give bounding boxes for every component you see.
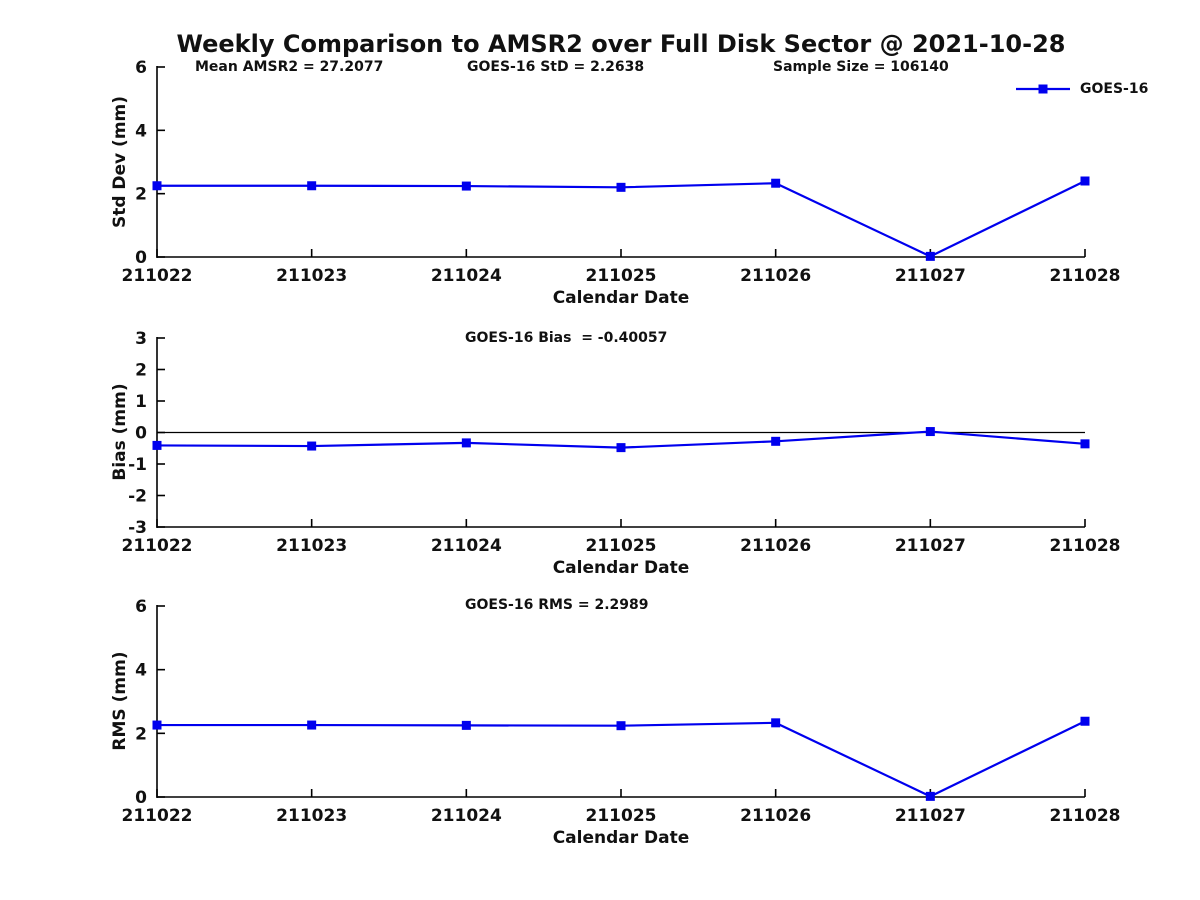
data-point-marker	[307, 441, 317, 451]
data-point-marker	[616, 443, 626, 453]
annotation-sample-size: Sample Size = 106140	[773, 59, 949, 75]
data-point-marker	[461, 720, 471, 730]
xlabel-panel3: Calendar Date	[552, 828, 690, 848]
y-tick-label: 6	[135, 58, 147, 78]
data-point-marker	[1080, 439, 1090, 449]
data-point-marker	[307, 181, 317, 191]
x-tick-label: 211023	[276, 536, 347, 556]
x-tick-label: 211026	[740, 266, 811, 286]
x-tick-label: 211024	[431, 266, 502, 286]
ylabel-std-dev: Std Dev (mm)	[110, 95, 130, 229]
y-tick-label: 3	[135, 329, 147, 349]
ylabel-rms: RMS (mm)	[110, 651, 130, 751]
data-point-marker	[461, 438, 471, 448]
data-point-marker	[307, 720, 317, 730]
data-point-marker	[771, 436, 781, 446]
y-tick-label: -3	[128, 518, 147, 538]
legend: GOES-16	[1014, 80, 1148, 98]
xlabel-panel2: Calendar Date	[552, 558, 690, 578]
data-point-marker	[1080, 176, 1090, 186]
ylabel-bias: Bias (mm)	[110, 383, 130, 481]
x-tick-label: 211024	[431, 536, 502, 556]
x-tick-label: 211023	[276, 806, 347, 826]
y-tick-label: 0	[135, 424, 147, 444]
x-tick-label: 211024	[431, 806, 502, 826]
x-tick-label: 211025	[586, 536, 657, 556]
data-point-marker	[616, 182, 626, 192]
annotation-goes16-std: GOES-16 StD = 2.2638	[467, 59, 645, 75]
y-tick-label: 2	[135, 724, 147, 744]
x-tick-label: 211027	[895, 536, 966, 556]
x-tick-label: 211028	[1050, 266, 1121, 286]
annotation-mean-amsr2: Mean AMSR2 = 27.2077	[195, 59, 384, 75]
x-tick-label: 211025	[586, 266, 657, 286]
y-tick-label: 0	[135, 248, 147, 268]
x-tick-label: 211028	[1050, 806, 1121, 826]
annotation-goes16-rms: GOES-16 RMS = 2.2989	[465, 597, 649, 613]
y-tick-label: 6	[135, 597, 147, 617]
data-point-marker	[771, 718, 781, 728]
data-point-marker	[152, 720, 162, 730]
legend-swatch	[1016, 84, 1070, 94]
y-tick-label: 2	[135, 185, 147, 205]
x-tick-label: 211023	[276, 266, 347, 286]
x-tick-label: 211028	[1050, 536, 1121, 556]
data-point-marker	[925, 427, 935, 437]
data-point-marker	[616, 721, 626, 731]
data-point-marker	[925, 251, 935, 261]
x-tick-label: 211022	[122, 536, 193, 556]
chart-title: Weekly Comparison to AMSR2 over Full Dis…	[176, 30, 1066, 58]
data-line	[157, 720, 1086, 798]
x-tick-label: 211022	[122, 806, 193, 826]
x-tick-label: 211026	[740, 536, 811, 556]
data-point-marker	[1080, 716, 1090, 726]
xlabel-panel1: Calendar Date	[552, 288, 690, 308]
annotation-goes16-bias: GOES-16 Bias = -0.40057	[465, 330, 668, 346]
y-tick-label: 1	[135, 392, 147, 412]
data-point-marker	[152, 181, 162, 191]
legend-label: GOES-16	[1080, 81, 1149, 97]
x-tick-label: 211027	[895, 266, 966, 286]
y-tick-label: -2	[128, 487, 147, 507]
data-point-marker	[925, 791, 935, 801]
y-tick-label: 4	[135, 121, 147, 141]
legend-marker	[1038, 84, 1048, 94]
x-tick-label: 211027	[895, 806, 966, 826]
data-point-marker	[461, 181, 471, 191]
data-line	[157, 180, 1086, 258]
x-tick-label: 211025	[586, 806, 657, 826]
y-tick-label: 4	[135, 661, 147, 681]
data-point-marker	[771, 178, 781, 188]
x-tick-label: 211026	[740, 806, 811, 826]
x-tick-label: 211022	[122, 266, 193, 286]
data-point-marker	[152, 440, 162, 450]
y-tick-label: 0	[135, 788, 147, 808]
y-tick-label: -1	[128, 455, 147, 475]
y-tick-label: 2	[135, 361, 147, 381]
